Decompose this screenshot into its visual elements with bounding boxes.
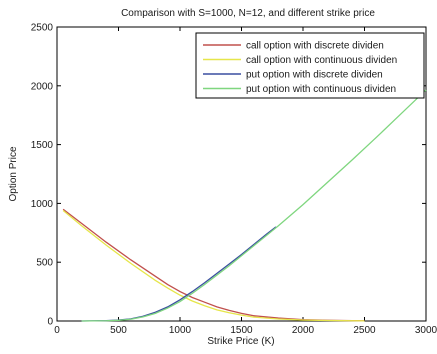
x-tick-label: 2000 [292,325,315,336]
legend-label-4: put option with continuous dividen [246,84,396,95]
y-tick-label: 500 [36,258,53,269]
x-tick-label: 2500 [353,325,376,336]
legend-label-2: call option with continuous dividen [246,55,397,66]
y-tick-label: 2000 [31,81,54,92]
x-tick-label: 1000 [169,325,192,336]
y-tick-label: 1500 [31,140,54,151]
legend-label-1: call option with discrete dividen [246,41,384,52]
y-tick-label: 1000 [31,199,54,210]
series-line-2 [62,209,365,322]
x-tick-label: 1500 [230,325,253,336]
x-tick-label: 500 [110,325,127,336]
series-layer [62,89,427,322]
y-tick-label: 2500 [31,23,54,34]
axis-ticks: 0 500 1000 1500 2000 2500 3000 0 500 1000 1500 2000… [31,23,437,337]
x-axis-label: Strike Price (K) [207,336,274,347]
x-tick-label: 0 [54,325,60,336]
chart-title: Comparison with S=1000, N=12, and differ… [121,8,375,19]
legend-box [195,32,425,99]
legend: call option with discrete dividen call op… [195,32,425,99]
x-tick-label: 3000 [415,325,437,336]
y-tick-label: 0 [47,317,53,328]
legend-label-3: put option with discrete dividen [246,70,383,81]
y-axis-label: Option Price [8,146,19,201]
series-line-4 [81,89,427,322]
